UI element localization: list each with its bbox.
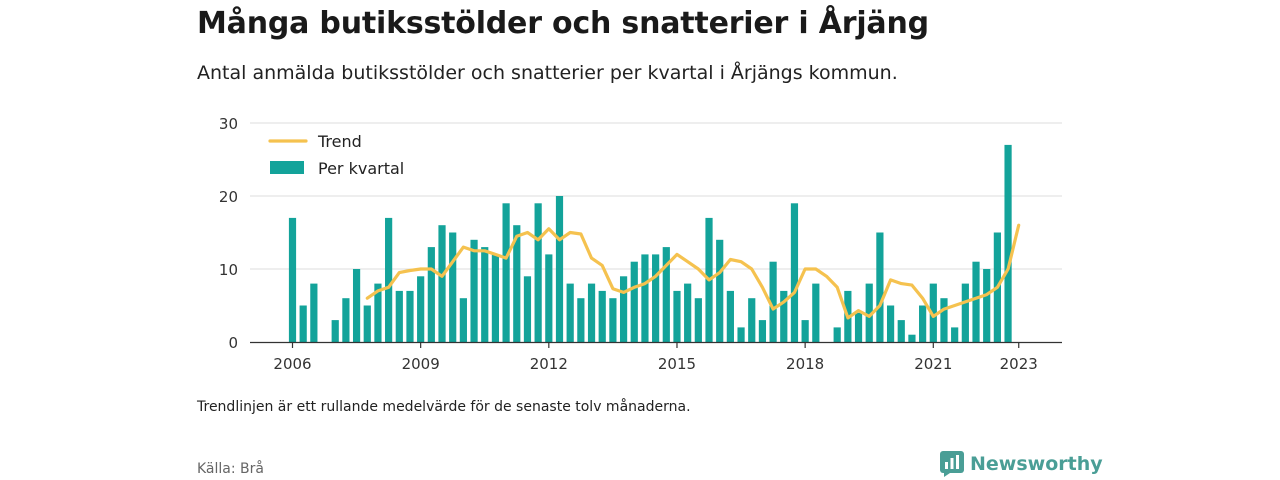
y-tick-label: 30 [219, 115, 238, 133]
bar [395, 290, 403, 342]
bar [427, 247, 435, 342]
x-tick-label: 2006 [273, 355, 311, 373]
x-tick-label: 2015 [658, 355, 696, 373]
bar [299, 305, 307, 342]
y-tick-label: 20 [219, 188, 238, 206]
x-tick-label: 2009 [402, 355, 440, 373]
bar [865, 283, 873, 342]
bar [331, 320, 339, 342]
y-tick-label: 10 [219, 261, 238, 279]
bar [523, 276, 532, 342]
bar [961, 283, 969, 342]
legend-bar-label: Per kvartal [318, 159, 404, 178]
bar [716, 239, 724, 342]
bar [374, 283, 382, 342]
trend-line [365, 223, 1021, 320]
legend-trend-label: Trend [317, 132, 362, 151]
bar [406, 290, 414, 342]
bar [534, 203, 542, 342]
bar [662, 247, 670, 342]
bar [288, 217, 297, 342]
bar [630, 261, 638, 342]
axes: 0 10 20 30 2006 2009 2012 2015 2018 2021 2023 [219, 115, 1062, 373]
bar [352, 269, 361, 342]
bar [812, 283, 820, 342]
bar [491, 254, 500, 342]
bar [790, 203, 799, 342]
bar [609, 298, 617, 342]
bar [694, 298, 702, 342]
brand-logo: Newsworthy [940, 451, 1103, 477]
bar [459, 298, 467, 342]
bar [619, 276, 628, 342]
bar [919, 305, 927, 342]
bar [438, 225, 446, 342]
bar [748, 298, 756, 342]
bar [972, 261, 980, 342]
bar [983, 269, 991, 342]
y-tick-label: 0 [228, 334, 238, 352]
bar [470, 239, 478, 342]
bar [886, 305, 895, 342]
chart-note: Trendlinjen är ett rullande medelvärde f… [197, 399, 691, 415]
bar [929, 283, 937, 342]
bar [363, 305, 371, 342]
bar [854, 312, 863, 342]
legend-bar-swatch [270, 161, 304, 174]
bar [1004, 144, 1012, 342]
x-tick-label: 2012 [530, 355, 568, 373]
chart-area: 0 10 20 30 2006 2009 2012 2015 2018 2021 2023 Tren… [219, 115, 1062, 373]
bar [545, 254, 553, 342]
chart-title: Många butiksstölder och snatterier i Årj… [197, 6, 929, 41]
source-text: Källa: Brå [197, 461, 264, 477]
x-tick-label: 2023 [1000, 355, 1038, 373]
bar [780, 290, 788, 342]
bar [449, 232, 457, 342]
bar [673, 290, 681, 342]
bar [652, 254, 660, 342]
bar [769, 261, 777, 342]
x-tick-label: 2018 [786, 355, 824, 373]
bar [758, 320, 767, 342]
bar [908, 334, 916, 342]
bar [417, 276, 425, 342]
bar [587, 283, 596, 342]
bar [641, 254, 649, 342]
brand-name: Newsworthy [970, 453, 1103, 475]
bar [385, 217, 393, 342]
bar [726, 290, 734, 342]
bar [940, 298, 948, 342]
bar [566, 283, 574, 342]
bar [342, 298, 350, 342]
bar [598, 290, 606, 342]
bar [876, 232, 884, 342]
bar [684, 283, 692, 342]
bar [513, 225, 521, 342]
bar [897, 320, 905, 342]
bar [481, 247, 489, 342]
bar [502, 203, 510, 342]
bar [951, 327, 959, 342]
bar [577, 298, 585, 342]
x-tick-label: 2021 [914, 355, 952, 373]
bar [801, 320, 809, 342]
chart-subtitle: Antal anmälda butiksstölder och snatteri… [197, 62, 898, 84]
grid-lines [250, 122, 1062, 270]
bar [310, 283, 318, 342]
bar [833, 327, 841, 342]
legend: Trend Per kvartal [268, 132, 404, 178]
bar-chart-speech-bubble-icon [940, 451, 964, 477]
trend-series [365, 223, 1021, 320]
bar [555, 196, 564, 342]
bar [737, 327, 745, 342]
